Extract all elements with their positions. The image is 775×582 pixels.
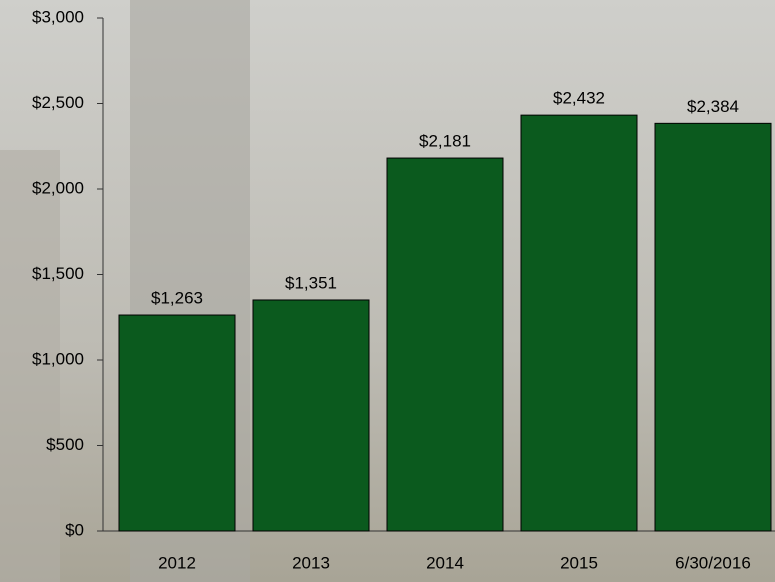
value-label: $1,351 xyxy=(285,273,337,292)
value-label: $2,384 xyxy=(687,97,739,116)
bar xyxy=(386,157,504,532)
y-tick-label: $2,000 xyxy=(32,178,84,197)
bar xyxy=(520,114,638,532)
y-tick-label: $2,500 xyxy=(32,93,84,112)
y-tick-label: $0 xyxy=(65,520,84,539)
x-tick-label: 2013 xyxy=(292,553,330,572)
bar xyxy=(118,314,236,532)
x-tick-label: 2014 xyxy=(426,553,464,572)
x-tick-label: 2015 xyxy=(560,553,598,572)
value-label: $1,263 xyxy=(151,289,203,308)
y-tick-label: $3,000 xyxy=(32,7,84,26)
building xyxy=(0,150,60,582)
y-tick-label: $500 xyxy=(46,435,84,454)
y-tick-label: $1,000 xyxy=(32,349,84,368)
bar xyxy=(252,299,370,532)
y-tick-label: $1,500 xyxy=(32,264,84,283)
x-tick-label: 6/30/2016 xyxy=(675,553,751,572)
x-tick-label: 2012 xyxy=(158,553,196,572)
value-label: $2,432 xyxy=(553,89,605,108)
bar xyxy=(654,122,772,532)
value-label: $2,181 xyxy=(419,132,471,151)
